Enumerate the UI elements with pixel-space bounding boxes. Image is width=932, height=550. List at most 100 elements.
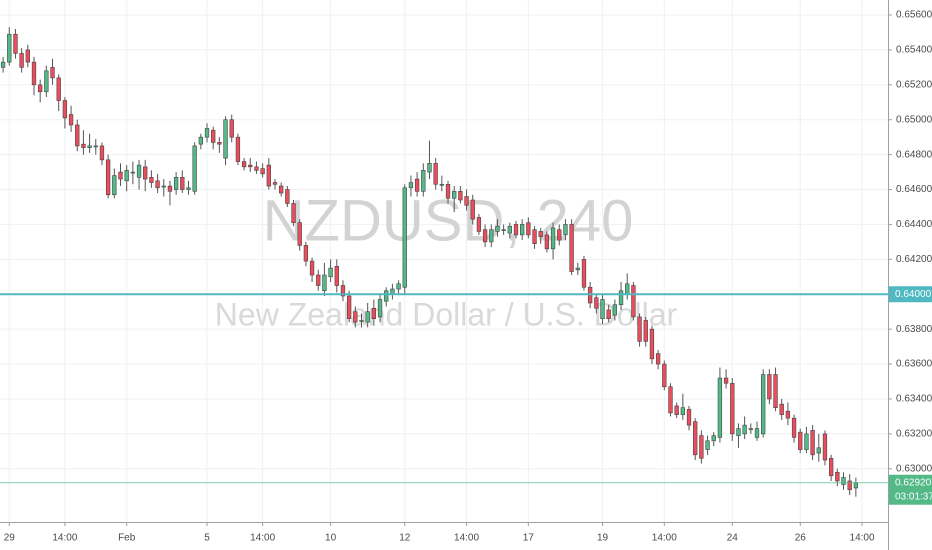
candle-body [371,307,377,319]
candle-body [328,267,333,278]
candle-body [557,229,562,241]
candle-body [810,430,815,456]
candle-body [198,136,203,145]
candle-body [655,353,661,365]
candle-body [439,183,444,186]
candle-body [649,328,655,360]
horizontal-line-label: 0.64000 [895,289,932,300]
candle-body [569,224,574,272]
candle-body [816,447,821,454]
candle-body [433,163,438,185]
candle-body [767,374,772,400]
y-tick-label: 0.65200 [896,79,932,90]
candle-body [322,274,327,292]
candle-body [204,128,210,138]
candle-body [248,164,253,168]
candle-body [421,170,426,192]
candle-body [550,227,556,250]
candle-body [513,224,519,236]
candle-body [235,136,241,162]
candles [0,27,859,497]
candle-body [229,119,234,138]
candle-body [847,480,852,491]
candle-body [427,163,432,173]
candle-body [56,77,61,101]
y-tick-label: 0.64600 [896,184,932,195]
candle-body [44,70,49,93]
countdown-label: 03:01:37 [895,491,932,502]
candle-body [118,171,123,180]
candle-body [668,386,673,414]
candle-body [31,61,37,86]
candle-body [105,159,111,196]
candle-body [143,166,148,180]
candle-body [705,440,710,450]
candle-body [841,477,846,485]
candle-body [476,217,482,232]
overlay [0,293,888,484]
candle-body [761,374,766,435]
x-tick-label: 5 [204,533,210,544]
candle-body [643,320,648,342]
candle-body [309,260,315,276]
x-tick-label: 14:00 [652,533,677,544]
candle-body [674,405,679,415]
y-tick-label: 0.65400 [896,45,932,56]
candle-body [581,259,587,288]
candle-body [445,183,451,199]
candle-body [754,428,760,438]
candle-body [112,175,117,196]
candle-body [563,224,568,236]
candle-body [791,417,797,438]
candle-body [155,180,160,189]
candle-body [211,129,216,143]
candle-body [822,433,828,461]
candle-body [266,164,271,187]
candle-body [149,177,154,183]
candle-body [600,299,605,319]
candle-body [507,225,512,234]
candle-body [526,222,531,236]
candle-body [93,145,98,148]
candle-body [637,316,642,342]
candle-body [482,229,488,243]
candle-body [7,33,12,63]
x-tick-label: 26 [795,533,807,544]
candle-body [260,168,265,175]
candle-body [223,119,228,159]
y-tick-label: 0.64400 [896,219,932,230]
candle-body [25,49,30,63]
candle-body [736,428,741,436]
candle-body [408,182,414,189]
candle-body [167,185,173,192]
candle-body [828,457,834,477]
candle-body [136,164,142,178]
candle-body [384,290,389,302]
candle-body [192,145,197,192]
candle-body [186,187,191,190]
y-tick-label: 0.65600 [896,10,932,21]
candle-body [458,190,463,201]
candle-body [130,171,136,174]
candle-body [618,290,624,306]
candle-body [346,295,352,319]
x-tick-label: 12 [399,533,411,544]
horizontal-line-label-bg [889,286,932,303]
candle-body [334,266,339,286]
candle-body [538,231,543,237]
candle-body [717,377,723,438]
candle-body [285,189,290,204]
candle-body [742,424,747,435]
candle-body [161,185,166,188]
candle-body [19,53,24,68]
candle-body [544,234,550,250]
candle-body [835,471,840,482]
x-tick-label: 17 [523,533,535,544]
candle-body [402,187,407,288]
last-price-label-bg [889,474,932,505]
candle-body [452,190,457,199]
candle-body [340,285,346,297]
candle-body [124,170,129,182]
candle-body [279,185,284,194]
candle-body [779,403,784,415]
